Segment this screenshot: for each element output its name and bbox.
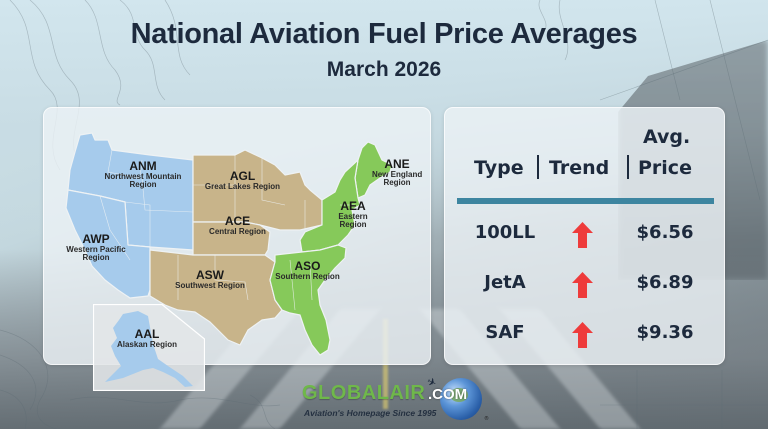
logo-com: .COM [428, 386, 468, 403]
fuel-type-100ll: 100LL [474, 222, 536, 243]
registered-mark: ® [484, 416, 489, 422]
column-header-price-line1: Avg. [643, 126, 691, 148]
column-header-price-line2: Price [638, 157, 692, 179]
region-label-asw: ASW Southwest Region [175, 268, 245, 290]
header-divider [457, 198, 714, 204]
column-header-trend: Trend [549, 157, 610, 179]
page-subtitle: March 2026 [326, 58, 442, 81]
column-separator [627, 155, 629, 179]
price-jeta: $6.89 [636, 272, 694, 293]
region-label-aal: AAL Alaskan Region [116, 327, 177, 349]
column-header-type: Type [474, 157, 524, 179]
region-label-aso: ASO Southern Region [275, 259, 340, 281]
logo-wordmark: GLOBALAIR [302, 382, 426, 404]
region-aso-shape[interactable] [269, 244, 347, 356]
page-title: National Aviation Fuel Price Averages [130, 18, 638, 50]
region-label-ane: ANE New England Region [372, 157, 423, 187]
fuel-type-saf: SAF [485, 322, 525, 343]
up-arrow-icon [572, 272, 593, 298]
price-saf: $9.36 [636, 322, 694, 343]
column-separator [537, 155, 539, 179]
price-100ll: $6.56 [636, 222, 694, 243]
region-label-anm: ANM Northwest Mountain Region [104, 159, 182, 189]
region-label-awp: AWP Western Pacific Region [66, 232, 126, 262]
globe-land-decoration [450, 388, 468, 402]
up-arrow-icon [572, 222, 593, 248]
up-arrow-icon [572, 322, 593, 348]
region-awp-shape[interactable] [65, 189, 151, 299]
globalair-logo[interactable]: ✈ GLOBALAIR .COM Aviation's Homepage Sin… [300, 375, 490, 426]
logo-tagline: Aviation's Homepage Since 1995 [304, 408, 437, 418]
region-label-aea: AEA Eastern Region [338, 199, 368, 229]
fuel-type-jeta: JetA [484, 272, 526, 293]
region-label-ace: ACE Central Region [209, 214, 266, 236]
region-label-agl: AGL Great Lakes Region [204, 169, 281, 191]
